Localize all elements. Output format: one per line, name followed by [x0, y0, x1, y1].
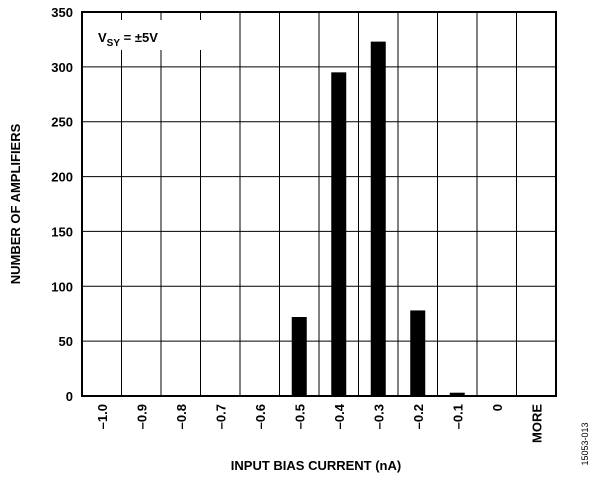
- bar-7: [370, 41, 386, 396]
- x-tick-label: –0.7: [213, 404, 228, 429]
- x-tick-label: –0.4: [332, 403, 347, 429]
- x-tick-label: –0.2: [411, 404, 426, 429]
- x-tick-labels: –1.0 –0.9 –0.8 –0.7 –0.6 –0.5 –0.4 –0.3 –0.2 –0.1…: [95, 403, 545, 443]
- figure-id: 15053-013: [580, 422, 590, 465]
- y-tick-label: 350: [51, 5, 73, 20]
- y-tick-label: 100: [51, 279, 73, 294]
- y-tick-label: 250: [51, 115, 73, 130]
- chart-bars: [291, 41, 465, 396]
- x-tick-label: –0.6: [253, 404, 268, 429]
- bar-8: [410, 310, 426, 396]
- y-tick-label: 0: [66, 389, 73, 404]
- y-tick-label: 300: [51, 60, 73, 75]
- x-tick-label: 0: [490, 404, 505, 411]
- bar-5: [291, 317, 307, 396]
- y-tick-labels: 0 50 100 150 200 250 300 350: [51, 5, 73, 404]
- y-tick-label: 200: [51, 170, 73, 185]
- x-tick-label: –0.1: [450, 404, 465, 429]
- x-tick-label: –0.5: [292, 404, 307, 429]
- x-tick-label: –0.3: [371, 404, 386, 429]
- x-tick-label: –0.8: [174, 404, 189, 429]
- y-tick-label: 50: [59, 334, 73, 349]
- bar-6: [331, 72, 347, 396]
- annotation-supply-voltage: VSY = ±5V: [98, 30, 158, 49]
- x-axis-title: INPUT BIAS CURRENT (nA): [231, 458, 401, 473]
- y-axis-title: NUMBER OF AMPLIFIERS: [8, 123, 23, 284]
- annotation-box: [91, 20, 203, 50]
- chart-grid: [82, 11, 556, 397]
- x-tick-label: –1.0: [95, 404, 110, 429]
- y-tick-label: 150: [51, 224, 73, 239]
- plot-frame: [81, 11, 557, 397]
- x-tick-label: MORE: [529, 404, 544, 443]
- bar-9: [449, 392, 465, 396]
- x-tick-label: –0.9: [134, 404, 149, 429]
